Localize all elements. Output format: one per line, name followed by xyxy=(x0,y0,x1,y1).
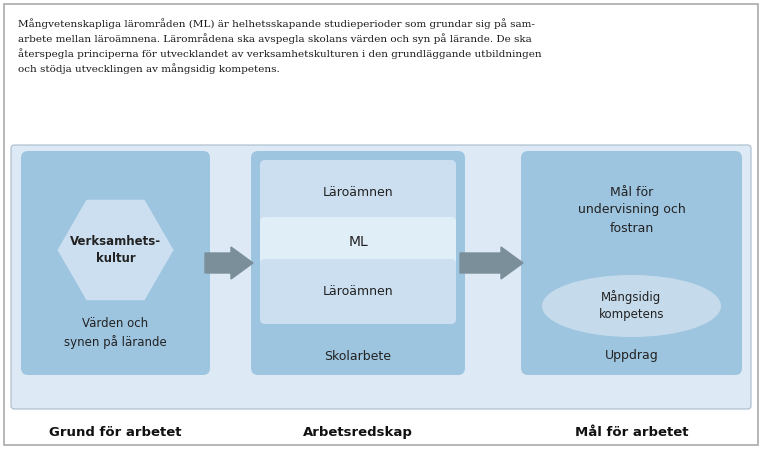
Text: Läroämnen: Läroämnen xyxy=(322,285,393,298)
FancyBboxPatch shape xyxy=(251,151,465,375)
FancyBboxPatch shape xyxy=(521,151,742,375)
Text: Mångvetenskapliga lärområden (ML) är helhetsskapande studieperioder som grundar : Mångvetenskapliga lärområden (ML) är hel… xyxy=(18,18,542,74)
Text: Mål för
undervisning och
fostran: Mål för undervisning och fostran xyxy=(578,185,685,234)
FancyArrow shape xyxy=(205,247,253,279)
Text: Uppdrag: Uppdrag xyxy=(604,349,658,362)
Text: Läroämnen: Läroämnen xyxy=(322,186,393,199)
FancyBboxPatch shape xyxy=(260,160,456,225)
Text: Verksamhets-
kultur: Verksamhets- kultur xyxy=(70,235,161,265)
FancyArrow shape xyxy=(460,247,523,279)
Text: Skolarbete: Skolarbete xyxy=(325,349,392,362)
FancyBboxPatch shape xyxy=(4,4,758,445)
Text: Arbetsredskap: Arbetsredskap xyxy=(303,426,413,439)
Text: Grund för arbetet: Grund för arbetet xyxy=(50,426,182,439)
FancyBboxPatch shape xyxy=(260,259,456,324)
FancyBboxPatch shape xyxy=(260,217,456,267)
FancyBboxPatch shape xyxy=(11,145,751,409)
Text: ML: ML xyxy=(348,235,368,249)
Text: Mål för arbetet: Mål för arbetet xyxy=(575,426,688,439)
Polygon shape xyxy=(57,200,174,300)
Text: Värden och
synen på lärande: Värden och synen på lärande xyxy=(64,317,167,349)
Text: Mångsidig
kompetens: Mångsidig kompetens xyxy=(599,291,664,321)
FancyBboxPatch shape xyxy=(21,151,210,375)
Ellipse shape xyxy=(542,275,721,337)
